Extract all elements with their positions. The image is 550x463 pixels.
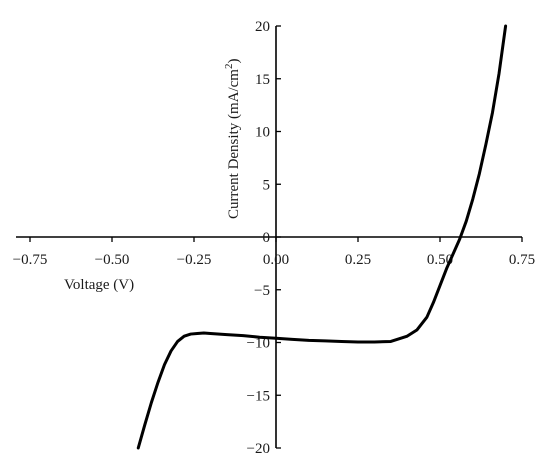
x-tick-label: −0.50 [95,252,130,268]
y-tick-label: 5 [263,177,271,193]
y-axis-title-sup: 2 [223,64,235,70]
y-axis-title: Current Density (mA/cm2) [223,59,242,219]
y-tick-label: −20 [247,441,270,457]
y-tick-label: 20 [255,19,270,35]
iv-curve [136,24,508,450]
y-tick-label: −15 [247,388,270,404]
x-tick-label: 0.00 [263,252,289,268]
y-tick-label: −10 [247,336,270,352]
y-ticks: −20 −15 −10 −5 0 5 10 15 20 [247,19,281,457]
x-tick-label: 0.25 [345,252,371,268]
y-tick-label: 10 [255,125,270,141]
y-tick-label: −5 [254,283,270,299]
x-ticks: −0.75 −0.50 −0.25 0.00 0.25 0.50 0.75 [13,237,535,268]
x-tick-label: 0.75 [509,252,535,268]
y-tick-label: 15 [255,72,270,88]
x-tick-label: 0.50 [427,252,453,268]
y-tick-label: 0 [263,230,271,246]
x-axis-title: Voltage (V) [64,277,134,293]
x-tick-label: −0.75 [13,252,48,268]
y-axis-title-main: Current Density (mA/cm [226,69,242,219]
y-axis-title-end: ) [226,59,242,64]
x-tick-label: −0.25 [177,252,212,268]
